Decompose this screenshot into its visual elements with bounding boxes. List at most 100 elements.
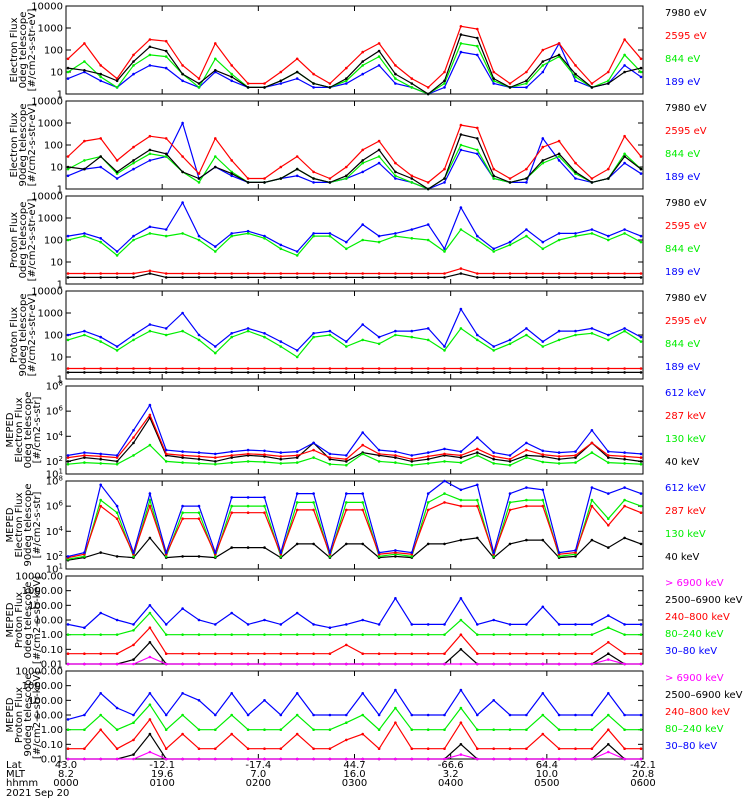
data-point: [541, 488, 545, 492]
data-point: [148, 152, 152, 156]
data-point: [197, 699, 201, 702]
data-point: [361, 371, 365, 374]
data-point: [623, 713, 626, 717]
data-point: [476, 234, 479, 238]
data-point: [476, 126, 479, 130]
data-point: [66, 174, 70, 178]
data-point: [66, 276, 70, 279]
data-point: [83, 626, 86, 629]
data-point: [541, 367, 545, 370]
y-tick-label: 1000: [38, 214, 63, 225]
data-point: [132, 145, 135, 149]
data-point: [66, 555, 70, 558]
data-point: [525, 498, 528, 502]
data-point: [328, 551, 332, 554]
data-point: [279, 243, 283, 247]
data-point: [426, 223, 430, 226]
data-point: [590, 272, 594, 275]
data-point: [83, 69, 86, 72]
data-point: [164, 633, 168, 636]
data-point: [263, 181, 266, 184]
data-point: [83, 633, 86, 636]
data-point: [345, 633, 348, 636]
data-point: [377, 371, 381, 374]
data-point: [263, 82, 266, 85]
data-point: [312, 276, 315, 279]
legend-entry: > 6900 keV: [665, 578, 724, 589]
data-point: [459, 327, 463, 330]
data-point: [99, 64, 102, 67]
data-point: [279, 457, 283, 461]
data-point: [607, 234, 610, 238]
x-tick-label-mlt: 3.2: [443, 769, 459, 780]
series-line: [67, 501, 642, 559]
data-point: [263, 234, 266, 238]
x-tick-label-hhmm: 0000: [53, 778, 78, 789]
data-point: [295, 167, 299, 171]
data-point: [607, 728, 610, 731]
data-point: [410, 555, 414, 558]
data-point: [132, 371, 135, 374]
data-point: [459, 488, 463, 492]
data-point: [639, 371, 643, 374]
data-point: [132, 662, 135, 666]
data-point: [246, 511, 250, 514]
data-point: [426, 542, 430, 546]
data-point: [99, 504, 102, 508]
data-point: [345, 662, 348, 666]
x-tick-label-mlt: 8.2: [58, 769, 74, 780]
data-point: [197, 457, 201, 461]
data-point: [541, 455, 545, 458]
data-point: [361, 223, 365, 226]
data-point: [115, 456, 119, 459]
data-point: [525, 456, 528, 459]
data-point: [459, 371, 463, 374]
data-point: [525, 367, 528, 370]
data-point: [197, 338, 201, 342]
data-point: [574, 367, 577, 370]
data-point: [476, 447, 479, 451]
data-point: [394, 367, 397, 370]
data-point: [476, 451, 479, 454]
data-point: [279, 623, 283, 626]
data-point: [328, 456, 332, 459]
y-tick-label: 100: [44, 236, 63, 247]
data-point: [607, 692, 610, 695]
data-point: [230, 174, 233, 178]
data-point: [426, 662, 430, 666]
data-point: [197, 455, 201, 458]
data-point: [214, 462, 217, 466]
data-point: [410, 367, 414, 370]
y-tick-label: 10: [50, 258, 63, 269]
y-tick-label: 100: [44, 331, 63, 342]
data-point: [623, 272, 626, 275]
data-point: [148, 323, 152, 326]
data-point: [230, 662, 233, 666]
data-point: [66, 70, 70, 74]
data-point: [230, 371, 233, 374]
data-point: [132, 234, 135, 238]
data-point: [476, 652, 479, 655]
data-point: [590, 232, 594, 235]
data-point: [132, 333, 135, 337]
data-point: [525, 327, 528, 330]
data-point: [66, 338, 70, 342]
data-point: [99, 72, 102, 76]
data-point: [279, 177, 283, 180]
data-point: [279, 451, 283, 454]
data-point: [148, 611, 152, 615]
series-line: [67, 133, 642, 190]
data-point: [574, 170, 577, 174]
data-point: [443, 250, 446, 253]
data-point: [459, 597, 463, 600]
data-point: [312, 747, 315, 750]
data-point: [279, 455, 283, 458]
data-point: [525, 79, 528, 83]
data-point: [181, 201, 184, 204]
data-point: [148, 641, 152, 644]
data-point: [263, 757, 266, 761]
data-point: [263, 662, 266, 666]
data-point: [66, 238, 70, 242]
data-point: [377, 633, 381, 636]
data-point: [132, 64, 135, 67]
